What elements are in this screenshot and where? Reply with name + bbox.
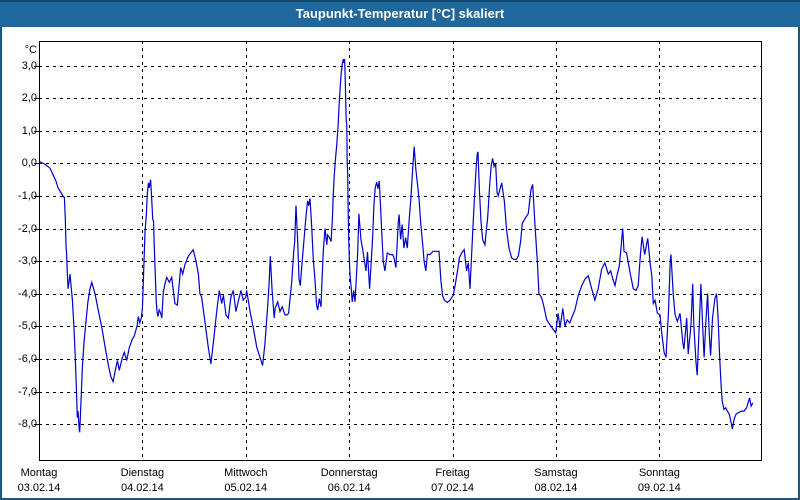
x-date-label: 05.02.14: [224, 482, 268, 494]
y-tick-label: 0,0: [21, 157, 37, 170]
x-day-label: Freitag: [435, 467, 470, 479]
x-date-label: 06.02.14: [327, 482, 371, 494]
x-date-label: 07.02.14: [431, 482, 474, 494]
x-day-label: Samstag: [534, 467, 578, 479]
x-date-label: 08.02.14: [534, 482, 578, 494]
y-tick-label: -1,0: [18, 189, 37, 202]
plot-border: [39, 41, 762, 461]
temperature-line: [39, 58, 754, 433]
y-tick-label: -6,0: [18, 352, 37, 365]
titlebar: Taupunkt-Temperatur [°C] skaliert: [0, 0, 800, 27]
y-tick-label: 1,0: [21, 124, 37, 137]
x-date-label: 03.02.14: [17, 482, 61, 494]
y-tick-label: -7,0: [18, 385, 37, 398]
y-axis-unit-label: °C: [24, 44, 37, 56]
x-day-label: Montag: [20, 467, 58, 479]
x-date-label: 04.02.14: [120, 482, 164, 494]
chart-title: Taupunkt-Temperatur [°C] skaliert: [295, 6, 505, 21]
x-day-label: Sonntag: [638, 467, 680, 479]
y-tick-label: -4,0: [18, 287, 37, 300]
x-day-label: Mittwoch: [224, 467, 268, 479]
y-tick-label: -8,0: [18, 418, 37, 431]
x-day-label: Donnerstag: [320, 467, 378, 479]
y-tick-label: 2,0: [21, 92, 37, 105]
chart-region: °C 3,0 2,0 1,0 0,0 -1,0 -2,0 -3,0 -4,0 -5,0 -6,0 -7…: [0, 27, 800, 500]
y-tick-label: -2,0: [18, 222, 37, 235]
y-tick-label: 3,0: [21, 59, 37, 72]
x-day-label: Dienstag: [120, 467, 165, 479]
plot-svg: [34, 41, 762, 461]
y-tick-label: -5,0: [18, 320, 37, 333]
x-date-label: 09.02.14: [637, 482, 681, 494]
y-tick-label: -3,0: [18, 255, 37, 268]
